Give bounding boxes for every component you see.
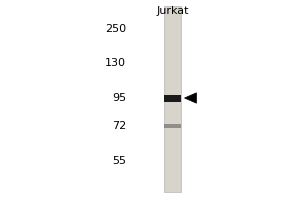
Text: 130: 130 [105, 58, 126, 68]
Text: 72: 72 [112, 121, 126, 131]
Text: 250: 250 [105, 24, 126, 34]
Text: 55: 55 [112, 156, 126, 166]
Bar [164, 6, 181, 192]
Bar [164, 124, 181, 128]
Polygon shape [184, 93, 196, 103]
Text: 95: 95 [112, 93, 126, 103]
Text: Jurkat: Jurkat [156, 6, 189, 16]
Bar [164, 95, 181, 102]
